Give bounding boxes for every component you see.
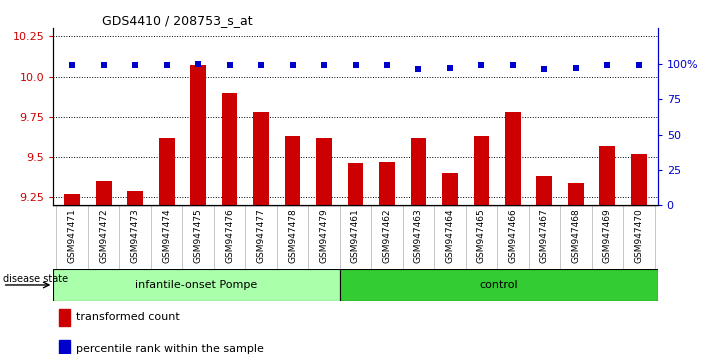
Point — [539, 67, 550, 72]
Text: GSM947474: GSM947474 — [162, 209, 171, 263]
Bar — [64, 194, 80, 205]
Bar — [253, 112, 269, 205]
Text: disease state: disease state — [3, 274, 68, 284]
Bar — [222, 93, 237, 205]
Point — [255, 62, 267, 68]
Point — [67, 62, 78, 68]
Text: GSM947479: GSM947479 — [319, 209, 328, 263]
Text: GSM947478: GSM947478 — [288, 209, 297, 263]
Text: GSM947469: GSM947469 — [603, 209, 611, 263]
Point — [98, 62, 109, 68]
Text: GSM947470: GSM947470 — [634, 209, 643, 263]
Text: GSM947464: GSM947464 — [445, 209, 454, 263]
Text: percentile rank within the sample: percentile rank within the sample — [76, 344, 264, 354]
Point — [381, 62, 392, 68]
Text: GSM947477: GSM947477 — [257, 209, 266, 263]
Point — [633, 62, 644, 68]
Text: transformed count: transformed count — [76, 313, 180, 322]
Text: GDS4410 / 208753_s_at: GDS4410 / 208753_s_at — [102, 14, 252, 27]
Text: control: control — [479, 280, 518, 290]
Bar — [53, 269, 340, 301]
Text: GSM947466: GSM947466 — [508, 209, 518, 263]
Point — [570, 65, 582, 71]
Text: GSM947462: GSM947462 — [383, 209, 392, 263]
Point — [413, 67, 424, 72]
Point — [319, 62, 330, 68]
Bar — [340, 269, 658, 301]
Point — [476, 62, 487, 68]
Text: GSM947472: GSM947472 — [100, 209, 108, 263]
Point — [287, 62, 298, 68]
Bar — [537, 176, 552, 205]
Bar — [631, 154, 647, 205]
Text: GSM947475: GSM947475 — [193, 209, 203, 263]
Text: GSM947473: GSM947473 — [131, 209, 139, 263]
Point — [444, 65, 456, 71]
Bar — [159, 138, 174, 205]
Bar — [60, 309, 70, 326]
Point — [602, 62, 613, 68]
Point — [129, 62, 141, 68]
Bar — [599, 146, 615, 205]
Point — [507, 62, 518, 68]
Point — [161, 62, 172, 68]
Text: GSM947468: GSM947468 — [572, 209, 580, 263]
Bar — [60, 341, 70, 354]
Point — [193, 61, 204, 67]
Bar — [316, 138, 332, 205]
Point — [224, 62, 235, 68]
Text: GSM947461: GSM947461 — [351, 209, 360, 263]
Text: GSM947467: GSM947467 — [540, 209, 549, 263]
Bar — [568, 183, 584, 205]
Text: infantile-onset Pompe: infantile-onset Pompe — [135, 280, 257, 290]
Bar — [191, 65, 206, 205]
Bar — [96, 181, 112, 205]
Bar — [505, 112, 520, 205]
Bar — [379, 162, 395, 205]
Point — [350, 62, 361, 68]
Bar — [284, 136, 301, 205]
Bar — [127, 191, 143, 205]
Text: GSM947465: GSM947465 — [477, 209, 486, 263]
Bar — [474, 136, 489, 205]
Bar — [348, 164, 363, 205]
Text: GSM947463: GSM947463 — [414, 209, 423, 263]
Text: GSM947476: GSM947476 — [225, 209, 234, 263]
Bar — [442, 173, 458, 205]
Text: GSM947471: GSM947471 — [68, 209, 77, 263]
Bar — [410, 138, 427, 205]
